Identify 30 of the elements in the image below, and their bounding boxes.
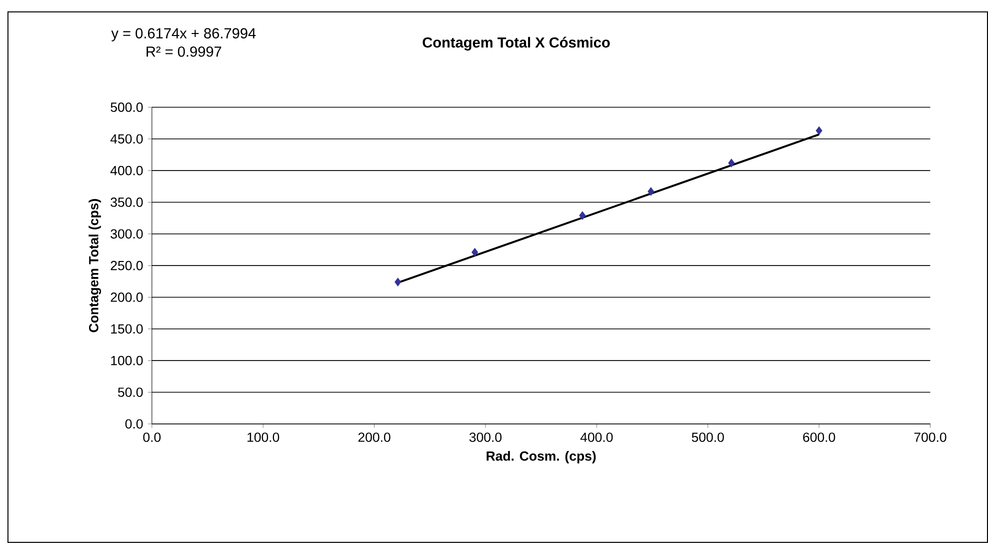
x-axis-title: Rad. Cosm. (cps) bbox=[486, 451, 596, 464]
point bbox=[472, 248, 478, 256]
y-tick-label: 400.0 bbox=[110, 166, 143, 176]
point bbox=[394, 278, 402, 286]
y-tick-label: 150.0 bbox=[111, 324, 143, 334]
y-tick-label: 50.0 bbox=[118, 388, 143, 397]
y-tick-label: 0.0 bbox=[125, 419, 143, 429]
y-tick-label: 500.0 bbox=[110, 102, 143, 112]
point bbox=[816, 126, 822, 135]
point bbox=[648, 187, 654, 196]
text: R² = 0.9997 bbox=[146, 46, 222, 57]
x-tick-label: 200.0 bbox=[358, 432, 390, 442]
x-tick-label: 500.0 bbox=[692, 432, 724, 442]
y-tick-label: 450.0 bbox=[110, 134, 143, 144]
x-tick-label: 600.0 bbox=[803, 432, 836, 442]
y-tick-label: 100.0 bbox=[111, 356, 143, 366]
text: y = 0.6174x + 86.7994 bbox=[111, 28, 256, 42]
y-tick-label: 350.0 bbox=[110, 198, 143, 207]
y-tick-label: 250.0 bbox=[110, 260, 143, 270]
point bbox=[728, 158, 735, 168]
chart-title: Contagem Total X Cósmico bbox=[422, 36, 610, 51]
x-tick-label: 400.0 bbox=[580, 432, 613, 442]
x-tick-label: 100.0 bbox=[248, 432, 280, 442]
x-tick-label: 300.0 bbox=[469, 432, 502, 442]
y-tick-label: 200.0 bbox=[110, 292, 143, 302]
x-tick-label: 0.0 bbox=[143, 432, 161, 442]
x-tick-label: 700.0 bbox=[914, 432, 946, 442]
y-axis-title: Contagem Total (cps) bbox=[88, 199, 102, 332]
y-tick-label: 300.0 bbox=[110, 229, 143, 239]
point bbox=[579, 211, 586, 220]
